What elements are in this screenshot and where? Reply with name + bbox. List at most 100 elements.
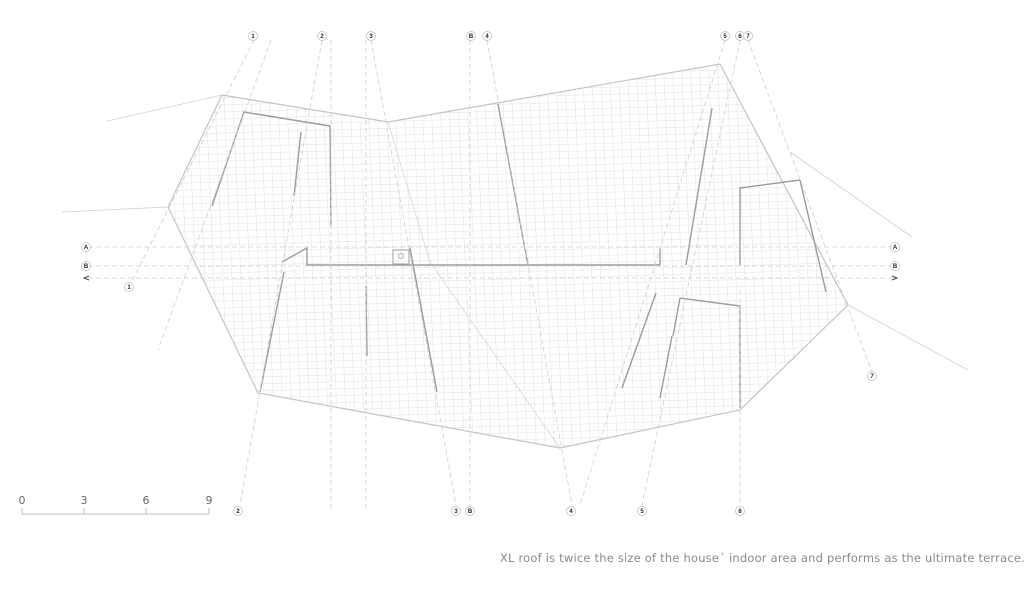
grid-line [599, 64, 619, 448]
grid-line [788, 64, 808, 448]
scale-label-0: 0 [19, 494, 26, 507]
scale-label-3: 3 [81, 494, 88, 507]
grid-line [168, 64, 848, 73]
grid-line [870, 55, 888, 460]
grid-line [590, 64, 610, 448]
grid-line [743, 64, 763, 448]
grid-line [168, 163, 848, 185]
grid-line [168, 64, 178, 448]
section-marker-circle [743, 31, 753, 41]
grid-line [680, 64, 700, 448]
grid-line [168, 275, 848, 297]
grid-line [168, 64, 169, 448]
grid-line [473, 64, 493, 448]
grid-line [824, 64, 844, 448]
section-marker-label: 6 [738, 34, 742, 40]
grid-line [275, 64, 295, 448]
grid-line [716, 64, 736, 448]
grid-line [168, 352, 848, 374]
section-marker-label: 6 [738, 509, 742, 515]
section-marker-label: 7 [746, 34, 750, 40]
grid-line [626, 64, 646, 448]
grid-line [842, 64, 848, 448]
grid-line [861, 55, 879, 460]
section-marker-circle [317, 31, 327, 41]
grid-line [329, 64, 349, 448]
section-marker-circle [81, 261, 91, 271]
grid-line [734, 64, 754, 448]
grid-line [509, 64, 529, 448]
grid-line [185, 64, 205, 448]
grid-line [347, 64, 367, 448]
grid-line [168, 79, 848, 101]
grid-line [168, 177, 848, 199]
grid-line [168, 443, 848, 448]
grid-line [374, 64, 394, 448]
scale-label-6: 6 [143, 494, 150, 507]
scale-label-9: 9 [206, 494, 213, 507]
grid-line [320, 64, 340, 448]
section-marker-label: B [468, 509, 473, 515]
grid-line [168, 64, 848, 80]
grid-line [797, 64, 817, 448]
grid-line [635, 64, 655, 448]
grid-line [168, 261, 848, 283]
grid-line [608, 64, 628, 448]
grid-line [554, 64, 574, 448]
grid-line [410, 64, 430, 448]
grid-line [168, 205, 848, 227]
section-marker-label: 2 [320, 34, 324, 40]
grid-line [168, 436, 848, 448]
grid-line [168, 338, 848, 360]
section-marker-circle [482, 31, 492, 41]
roof-grid [168, 55, 888, 460]
section-marker-label: 4 [485, 34, 489, 40]
grid-line [168, 233, 848, 255]
section-marker-label: 7 [870, 374, 874, 380]
section-marker-label: B [469, 34, 474, 40]
grid-line [221, 64, 241, 448]
grid-line [852, 55, 870, 460]
grid-line [302, 64, 322, 448]
section-marker-label: 1 [251, 34, 255, 40]
section-marker-circle [637, 506, 647, 516]
section-marker-label: 3 [454, 509, 458, 515]
caption-text: XL roof is twice the size of the house´ … [499, 551, 1025, 565]
section-marker-circle [867, 371, 877, 381]
grid-line [482, 64, 502, 448]
section-marker-label: B [893, 264, 898, 270]
grid-line [168, 121, 848, 143]
grid-line [194, 64, 214, 448]
grid-line [662, 64, 682, 448]
grid-line [644, 64, 664, 448]
grid-line [168, 142, 848, 164]
section-marker-circle [566, 506, 576, 516]
grid-line [168, 373, 848, 395]
grid-line [168, 65, 848, 87]
grid-line [168, 345, 848, 367]
grid-line [230, 64, 250, 448]
grid-line [168, 219, 848, 241]
section-marker-circle [465, 506, 475, 516]
grid-line [257, 64, 277, 448]
grid-line [752, 64, 772, 448]
grid-line [698, 64, 718, 448]
section-marker-circle [720, 31, 730, 41]
grid-line [545, 64, 565, 448]
grid-line [527, 64, 547, 448]
grid-line [168, 226, 848, 248]
section-marker-circle [466, 31, 476, 41]
section-marker-label: 5 [640, 509, 644, 515]
grid-line [491, 64, 511, 448]
grid-line [437, 64, 457, 448]
grid-line [500, 64, 520, 448]
grid-line [284, 64, 304, 448]
grid-line [617, 64, 637, 448]
grid-line [338, 64, 358, 448]
grid-line [168, 128, 848, 150]
grid-line [168, 135, 848, 157]
grid-line [518, 64, 538, 448]
chimney-box [392, 249, 410, 265]
